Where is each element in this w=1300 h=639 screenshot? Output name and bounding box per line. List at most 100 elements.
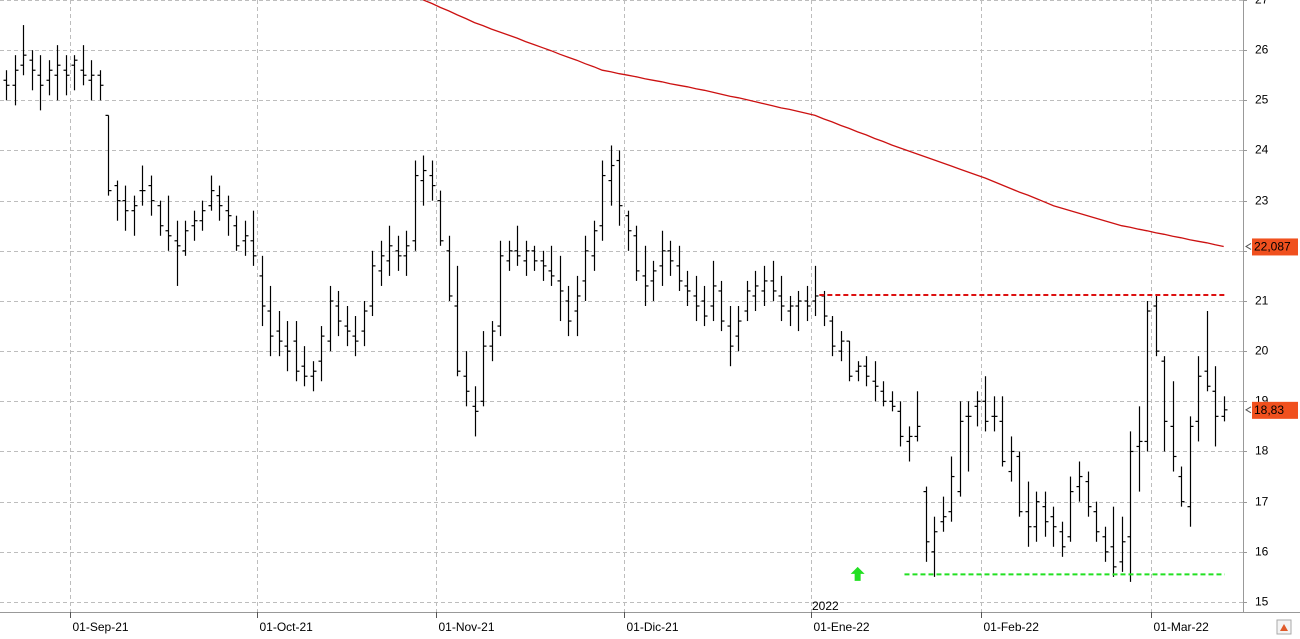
x-tick-label: 01-Ene-22 [814,620,870,634]
ohlc-bar [148,175,155,216]
ohlc-bar [1204,311,1211,392]
x-tick-label: 01-Oct-21 [260,620,314,634]
last-value-box [1252,401,1298,419]
ohlc-bar [1195,356,1202,442]
ohlc-bar [599,160,606,241]
ohlc-bar [1212,366,1219,447]
ohlc-bar [701,285,708,327]
ohlc-bar [114,180,121,221]
ohlc-bar [139,165,146,206]
ohlc-bar [369,250,376,317]
ohlc-bar [242,220,249,256]
ohlc-bar [744,280,751,322]
y-tick-label: 18 [1255,444,1269,458]
ohlc-bar [37,55,44,111]
year-label: 2022 [812,599,839,613]
ohlc-bar [974,391,981,427]
ohlc-bar [429,160,436,201]
ohlc-bar [659,230,666,286]
ohlc-bar [386,225,393,276]
ohlc-bar [829,316,836,357]
ohlc-bar [582,235,589,301]
ohlc-bar [191,210,198,241]
ohlc-bar [46,60,53,96]
grid [0,0,1243,612]
ohlc-bar [872,361,879,402]
ohlc-bar [233,215,240,251]
ohlc-bar [642,245,649,306]
ohlc-bar [557,255,564,322]
ohlc-bar [199,200,206,231]
x-tick-label: 01-Dic-21 [627,620,679,634]
y-tick-label: 17 [1255,495,1269,509]
ohlc-bar [991,396,998,432]
ohlc-bar [225,195,232,236]
ohlc-bar [574,275,581,337]
ohlc-bar [208,175,215,211]
ohlc-bar [318,326,325,382]
ohlc-bar [514,225,521,266]
y-tick-label: 27 [1255,0,1269,7]
ohlc-bar [676,245,683,291]
ohlc-bar [957,401,964,497]
last-value-pointer [1245,243,1252,250]
ohlc-bar [335,290,342,337]
ohlc-bar [20,25,27,76]
ohlc-bar [812,265,819,317]
ohlc-bar [1016,451,1023,517]
ohlc-bar [1042,491,1049,537]
x-tick-label: 01-Feb-22 [984,620,1040,634]
ohlc-bar [480,331,487,407]
ohlc-bar [540,250,547,281]
x-tick-label: 01-Mar-22 [1154,620,1210,634]
ohlc-bar [3,70,10,101]
ohlc-bar [1059,521,1066,557]
ohlc-bar [1110,506,1117,577]
ohlc-bar [931,516,938,577]
ohlc-bar [1144,300,1151,452]
ohlc-bar [80,45,87,86]
ohlc-bar [982,376,989,432]
ohlc-bar [1076,461,1083,502]
ohlc-bar [965,401,972,472]
ohlc-bar [761,265,768,306]
ohlc-bar [523,240,530,276]
ohlc-bar [472,386,479,437]
moving-average-line [423,0,1224,248]
ohlc-bar [940,496,947,532]
last-value-pointer [1245,406,1252,414]
ohlc-bar [778,275,785,322]
ohlc-bar [29,50,36,91]
ohlc-bar [1085,471,1092,517]
ohlc-bar [344,306,351,347]
corner-icon[interactable] [1276,619,1292,635]
ohlc-bar [1178,466,1185,507]
ohlc-bar [12,55,19,106]
y-tick-label: 26 [1255,43,1269,57]
ohlc-bar [403,230,410,276]
ohlc-bar [999,396,1006,467]
ohlc-bar [889,391,896,412]
ohlc-bar [752,270,759,312]
ohlc-bar [131,195,138,236]
ohlc-bar [548,245,555,286]
ohlc-bar [923,486,930,562]
ohlc-bar [1153,295,1160,357]
y-tick-label: 16 [1255,545,1269,559]
y-tick-label: 23 [1255,194,1269,208]
ohlc-bar [327,285,334,352]
icon-glyph [1280,624,1288,631]
ohlc-bar [284,321,291,372]
ohlc-bar [182,220,189,256]
ohlc-bar [718,280,725,332]
ohlc-bar [301,346,308,387]
ohlc-bar [276,311,283,357]
ohlc-bar [1119,516,1126,572]
ohlc-bar [821,290,828,327]
last-value-label: 22,087 [1254,240,1291,254]
ohlc-bars [3,25,1228,582]
ohlc-bar [880,381,887,407]
ohlc-bar [489,321,496,362]
ohlc-bar [446,235,453,301]
